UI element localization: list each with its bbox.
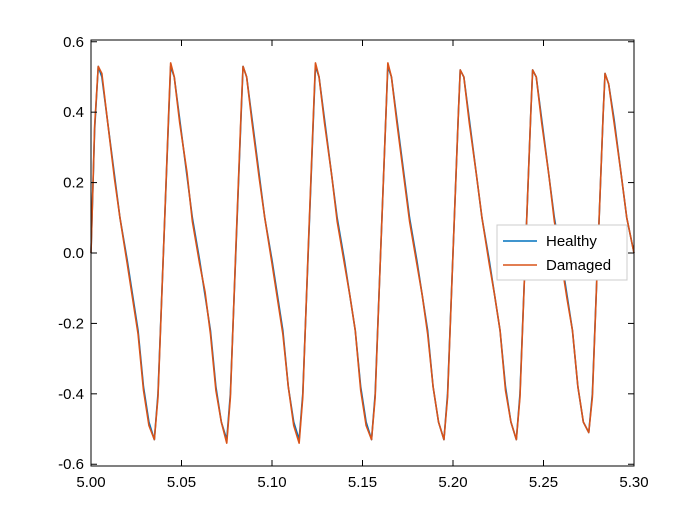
- axis-ticks: 5.00 5.05 5.10 5.15 5.20 5.25 5.30 0.6 0.4 0.2 0.0…: [58, 34, 648, 491]
- series-layer: [90, 62, 635, 444]
- x-tick-label: 5.10: [257, 474, 286, 491]
- y-tick-label: -0.4: [58, 386, 84, 403]
- y-tick-label: 0.4: [63, 104, 84, 121]
- series-line-damaged: [90, 62, 635, 444]
- x-tick-label: 5.15: [348, 474, 377, 491]
- y-tick-label: -0.6: [58, 456, 84, 473]
- y-tick-label: -0.2: [58, 315, 84, 332]
- x-tick-label: 5.25: [529, 474, 558, 491]
- legend-label-healthy: Healthy: [546, 233, 597, 250]
- legend: Healthy Damaged: [496, 224, 628, 281]
- x-tick-label: 5.00: [76, 474, 105, 491]
- y-tick-label: 0.2: [63, 175, 84, 192]
- x-tick-label: 5.20: [438, 474, 467, 491]
- legend-label-damaged: Damaged: [546, 257, 611, 274]
- legend-box: [496, 224, 628, 281]
- x-tick-label: 5.30: [619, 474, 648, 491]
- x-tick-label: 5.05: [167, 474, 196, 491]
- y-tick-label: 0.6: [63, 34, 84, 51]
- y-tick-label: 0.0: [63, 245, 84, 262]
